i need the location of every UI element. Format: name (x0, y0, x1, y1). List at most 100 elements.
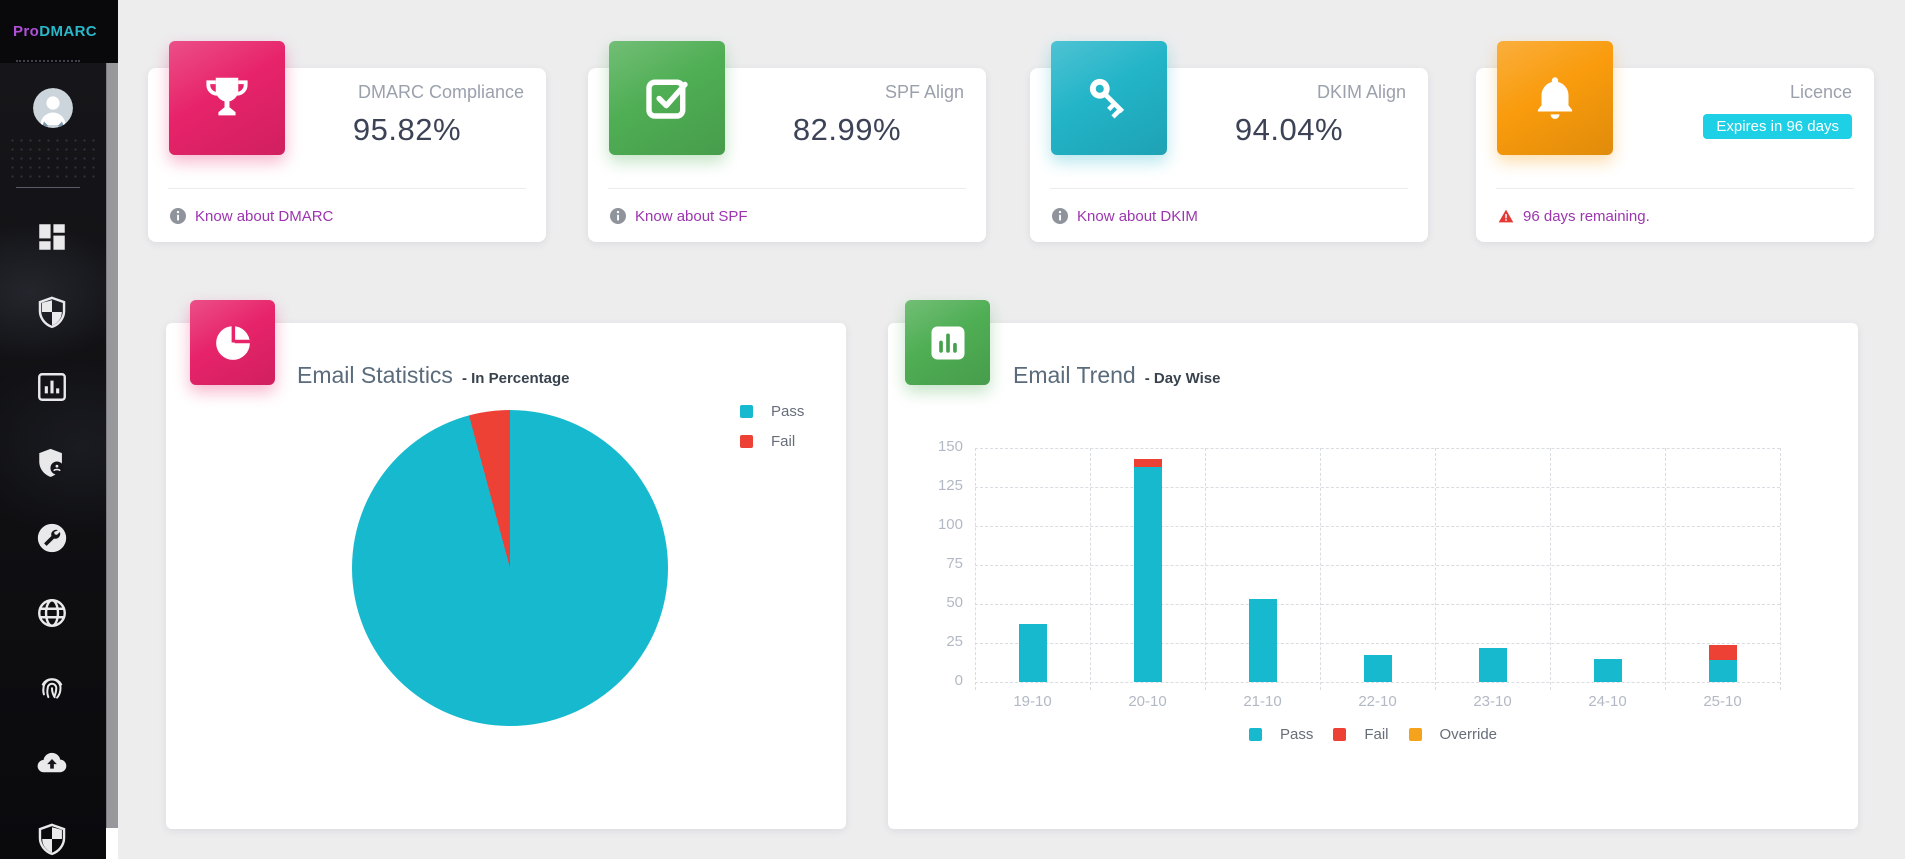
logo-text-pro: Pro (13, 23, 40, 40)
y-axis-label: 25 (946, 633, 963, 650)
footer-link-label: Know about DKIM (1077, 207, 1198, 225)
user-avatar[interactable] (33, 88, 73, 128)
sidebar-scrollbar-thumb[interactable] (106, 63, 118, 828)
y-axis-label: 0 (954, 672, 963, 689)
know-about-dmarc-link[interactable]: Know about DMARC (170, 202, 333, 230)
pie-chart-icon (190, 300, 275, 385)
sidebar-item-threat-shield[interactable] (30, 817, 74, 859)
chart-subtitle: - In Percentage (461, 370, 570, 387)
licence-expiry-badge: Expires in 96 days (1703, 114, 1852, 139)
legend-item-pass[interactable]: Pass (1248, 726, 1313, 743)
bar-25-10-pass (1708, 660, 1737, 682)
divider (1050, 188, 1408, 189)
shield-icon (38, 296, 66, 329)
stat-card-licence: Licence Expires in 96 days 96 days remai… (1476, 41, 1874, 242)
check-square-icon (609, 41, 725, 155)
sidebar-scrollbar-track (106, 63, 118, 859)
legend-swatch (740, 435, 753, 448)
x-axis-label: 22-10 (1358, 693, 1397, 710)
tools-icon (37, 523, 67, 552)
gridline-h (975, 682, 1780, 683)
sidebar-item-dashboard[interactable] (30, 215, 74, 259)
info-icon (170, 208, 186, 224)
know-about-spf-link[interactable]: Know about SPF (610, 202, 748, 230)
sidebar-item-analytics[interactable] (30, 365, 74, 409)
globe-icon (38, 599, 66, 627)
avatar-image (33, 88, 73, 128)
know-about-dkim-link[interactable]: Know about DKIM (1052, 202, 1198, 230)
x-axis-label: 20-10 (1128, 693, 1167, 710)
y-axis-label: 50 (946, 594, 963, 611)
x-axis-label: 19-10 (1013, 693, 1052, 710)
stat-card-spf-align: SPF Align 82.99% Know about SPF (588, 41, 986, 242)
x-axis-label: 24-10 (1588, 693, 1627, 710)
legend-item-fail[interactable]: Fail (1333, 726, 1389, 743)
bar-legend: Pass Fail Override (888, 726, 1858, 743)
threat-shield-icon (38, 823, 66, 855)
stat-title: SPF Align (884, 82, 964, 102)
stat-card-dmarc-compliance: DMARC Compliance 95.82% Know about DMARC (148, 41, 546, 242)
sidebar-item-user-shield[interactable] (30, 441, 74, 485)
legend-swatch (1248, 728, 1262, 741)
stat-title: DKIM Align (1316, 82, 1406, 102)
gridline-v (1780, 448, 1781, 690)
bar-24-10-pass (1593, 658, 1622, 682)
y-axis-label: 75 (946, 555, 963, 572)
email-statistics-card: Email Statistics - In Percentage Pass Fai… (166, 300, 846, 829)
gridline-h (975, 604, 1780, 605)
email-trend-card: Email Trend - Day Wise 0 25 50 75 100 125 150 1… (888, 300, 1858, 829)
bar-19-10-pass (1018, 624, 1047, 682)
gridline-v (1320, 448, 1321, 690)
legend-swatch (1333, 728, 1347, 741)
cloud-upload-icon (37, 753, 67, 773)
sidebar-item-globe[interactable] (30, 591, 74, 635)
divider (608, 188, 966, 189)
email-trend-plot: 0 25 50 75 100 125 150 19-10 20-10 21-10 22-10 23-1… (888, 323, 1858, 829)
logo-text-dmarc: DMARC (39, 23, 98, 40)
gridline-v (975, 448, 976, 690)
footer-link-label: Know about SPF (635, 207, 748, 225)
gridline-h (975, 643, 1780, 644)
legend-item-pass[interactable]: Pass (740, 403, 804, 420)
legend-item-fail[interactable]: Fail (740, 433, 804, 450)
bell-icon (1497, 41, 1613, 155)
sidebar-divider (16, 187, 80, 188)
gridline-v (1665, 448, 1666, 690)
sidebar-divider-dotted (16, 60, 80, 62)
bar-21-10-pass (1248, 599, 1277, 682)
gridline-h (975, 448, 1780, 449)
sidebar-texture-dots (8, 136, 98, 182)
dashboard-icon (39, 224, 65, 250)
info-icon (1052, 208, 1068, 224)
sidebar-item-tools[interactable] (30, 516, 74, 560)
bar-25-10-fail (1708, 644, 1737, 661)
bar-chart-icon (905, 300, 990, 385)
gridline-v (1435, 448, 1436, 690)
legend-item-override[interactable]: Override (1408, 726, 1497, 743)
x-axis-label: 25-10 (1703, 693, 1742, 710)
gridline-v (1205, 448, 1206, 690)
gridline-v (1090, 448, 1091, 690)
legend-label: Fail (1364, 726, 1389, 743)
sidebar-item-cloud-upload[interactable] (30, 741, 74, 785)
bar-23-10-pass (1478, 647, 1507, 682)
divider (168, 188, 526, 189)
info-icon (610, 208, 626, 224)
app-logo[interactable]: Pro DMARC (0, 0, 118, 63)
sidebar-item-fingerprint[interactable] (30, 666, 74, 710)
stat-value: 94.04% (1234, 112, 1344, 147)
footer-warning-label: 96 days remaining. (1523, 207, 1650, 225)
chart-subtitle: - Day Wise (1144, 370, 1221, 387)
chart-title: Email Statistics (297, 362, 453, 388)
legend-label: Fail (771, 433, 796, 450)
stat-title: DMARC Compliance (357, 82, 524, 102)
gridline-h (975, 565, 1780, 566)
gridline-h (975, 487, 1780, 488)
warning-icon (1498, 209, 1514, 223)
bar-20-10-pass (1133, 466, 1162, 682)
stat-card-dkim-align: DKIM Align 94.04% Know about DKIM (1030, 41, 1428, 242)
y-axis-label: 100 (937, 516, 963, 533)
sidebar-item-shield[interactable] (30, 290, 74, 334)
legend-swatch (740, 405, 753, 418)
